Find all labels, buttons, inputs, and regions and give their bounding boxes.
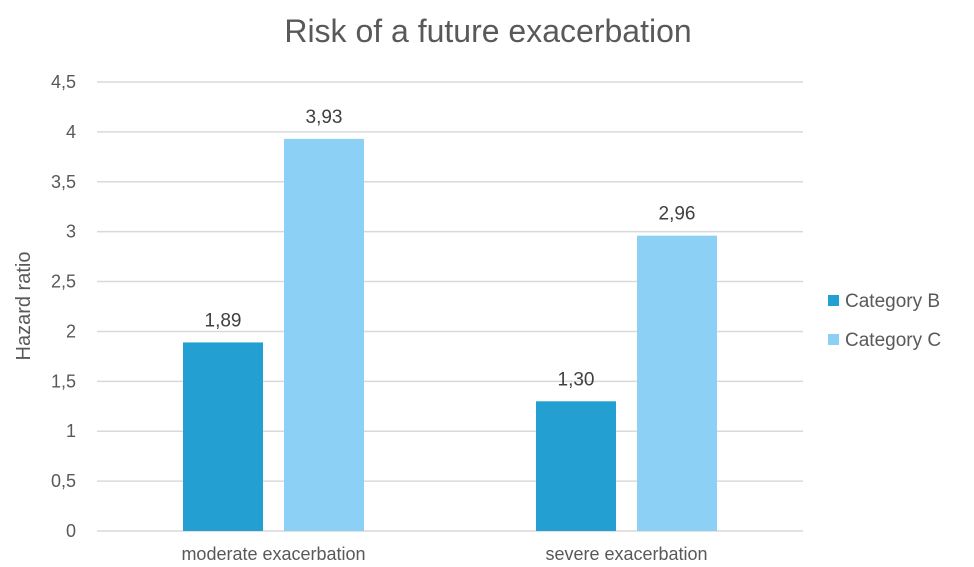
y-tick-label-3: 1,5 bbox=[51, 371, 76, 391]
x-axis-categories: moderate exacerbation severe exacerbation bbox=[181, 544, 707, 564]
y-axis-label: Hazard ratio bbox=[13, 252, 35, 361]
legend-label-1: Category C bbox=[845, 330, 941, 351]
y-tick-label-1: 0,5 bbox=[51, 471, 76, 491]
legend-swatch-1 bbox=[828, 334, 839, 345]
bar-category-c-1 bbox=[637, 235, 717, 531]
y-axis-ticks: 0 0,5 1 1,5 2 2,5 3 3,5 4 4,5 bbox=[51, 72, 76, 541]
y-tick-label-6: 3 bbox=[66, 222, 76, 242]
data-label-category-b-1: 1,30 bbox=[558, 369, 595, 390]
x-category-label-0: moderate exacerbation bbox=[181, 544, 365, 564]
data-label-category-c-1: 2,96 bbox=[659, 204, 696, 225]
y-tick-label-4: 2 bbox=[66, 321, 76, 341]
data-labels: 1,89 3,93 1,30 2,96 bbox=[205, 107, 696, 390]
x-category-label-1: severe exacerbation bbox=[545, 544, 707, 564]
y-tick-label-0: 0 bbox=[66, 521, 76, 541]
chart-title: Risk of a future exacerbation bbox=[284, 13, 691, 49]
bar-category-b-1 bbox=[536, 401, 616, 531]
bar-category-b-0 bbox=[183, 342, 263, 531]
y-tick-label-7: 3,5 bbox=[51, 172, 76, 192]
legend-label-0: Category B bbox=[845, 291, 940, 312]
bar-category-c-0 bbox=[284, 138, 364, 531]
data-label-category-c-0: 3,93 bbox=[306, 107, 343, 128]
bars bbox=[183, 138, 717, 531]
legend-swatch-0 bbox=[828, 295, 839, 306]
y-tick-label-8: 4 bbox=[66, 122, 76, 142]
y-tick-label-5: 2,5 bbox=[51, 272, 76, 292]
legend: Category B Category C bbox=[828, 291, 941, 351]
data-label-category-b-0: 1,89 bbox=[205, 310, 242, 331]
y-tick-label-2: 1 bbox=[66, 421, 76, 441]
y-tick-label-9: 4,5 bbox=[51, 72, 76, 92]
